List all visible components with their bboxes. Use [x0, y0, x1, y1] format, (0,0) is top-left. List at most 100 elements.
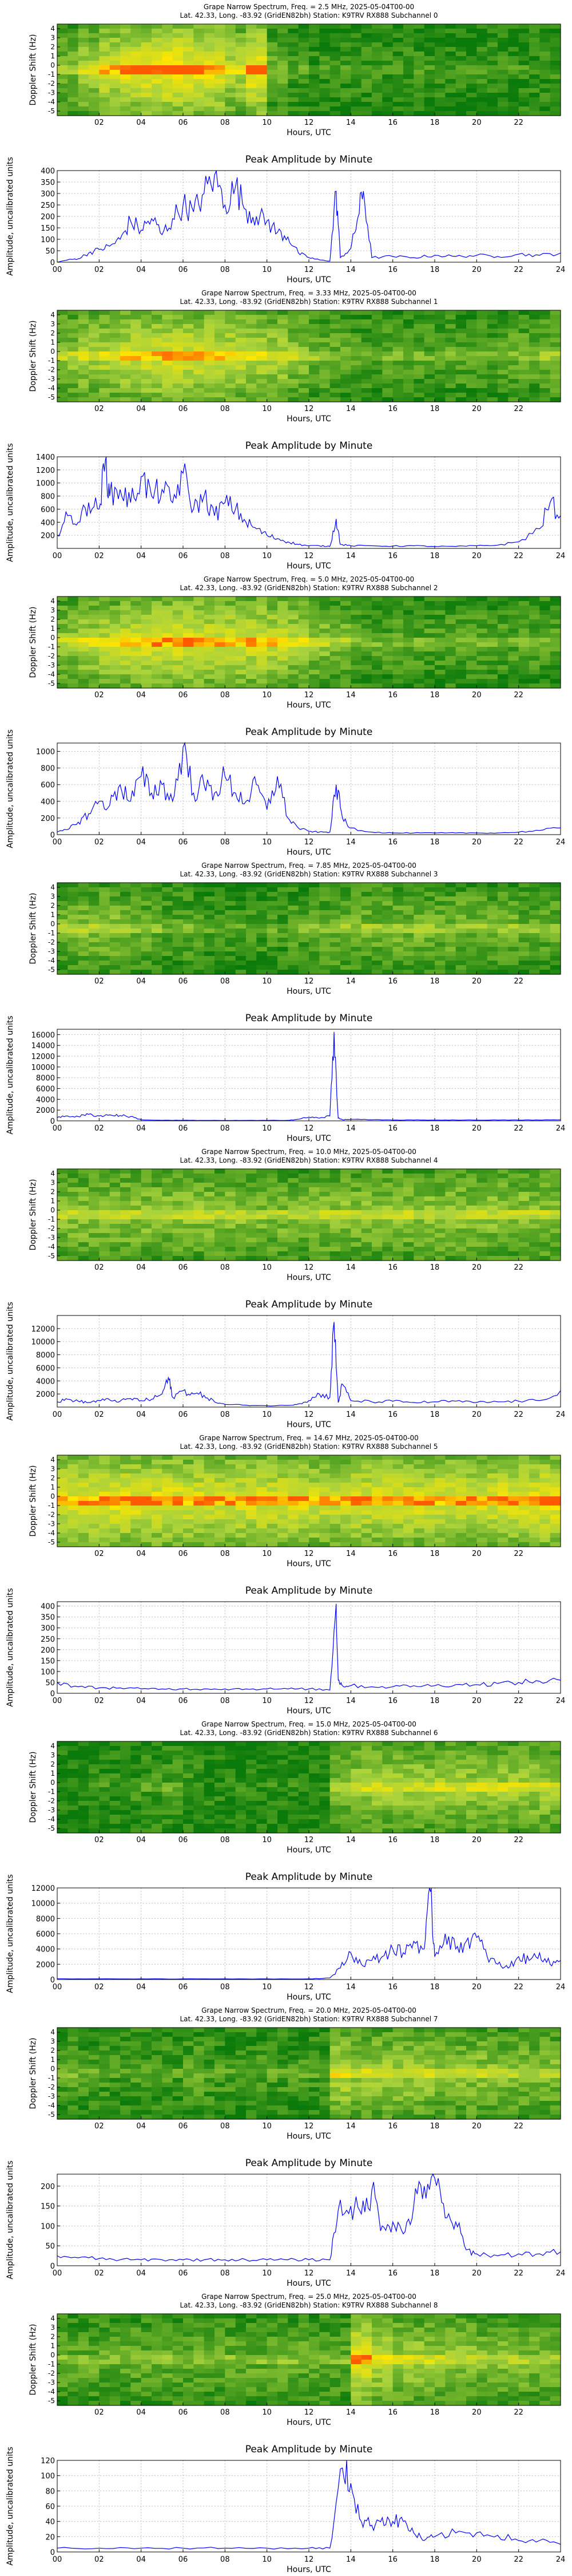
- spectrogram-cell: [225, 651, 236, 657]
- spectrogram-cell: [130, 656, 142, 661]
- spectrogram-cell: [340, 333, 351, 338]
- spectrogram-cell: [277, 93, 288, 98]
- spectrogram-cell: [498, 333, 509, 338]
- spectrogram-cell: [109, 892, 121, 897]
- spectrogram-cell: [256, 970, 268, 975]
- spectrogram-cell: [372, 1196, 383, 1202]
- spectrogram-cell: [89, 1242, 100, 1247]
- spectrogram-cell: [340, 1169, 351, 1174]
- spectrogram-cell: [329, 951, 341, 957]
- spectrogram-cell: [193, 370, 205, 375]
- spectrogram-cell: [277, 329, 288, 334]
- spectrogram-cell: [361, 65, 372, 70]
- spectrogram-cell: [109, 638, 121, 643]
- spectrogram-cell: [183, 624, 194, 629]
- spectrogram-cell: [518, 111, 530, 116]
- spectrogram-cell: [392, 910, 404, 915]
- spectrogram-cell: [298, 1224, 309, 1229]
- spectrogram-cell: [392, 1224, 404, 1229]
- spectrogram-cell: [225, 1251, 236, 1257]
- spectrogram-cell: [392, 961, 404, 966]
- spectrogram-cell: [319, 342, 331, 347]
- spectrogram-cell: [539, 670, 551, 675]
- spectrogram-cell: [109, 601, 121, 606]
- spectrogram-cell: [529, 606, 540, 611]
- spectrogram-cell: [372, 1256, 383, 1261]
- spectrogram-cell: [193, 1206, 205, 1211]
- spectrogram-cell: [225, 374, 236, 380]
- spectrogram-cell: [193, 374, 205, 380]
- spectrogram-cell: [246, 1196, 257, 1202]
- spectrogram-cell: [67, 97, 79, 102]
- spectrogram-cell: [445, 619, 456, 625]
- spectrogram-cell: [550, 642, 561, 647]
- y-tick-label: 3: [50, 892, 55, 900]
- spectrogram-cell: [518, 84, 530, 89]
- spectrogram-cell: [361, 1210, 372, 1215]
- spectrogram-cell: [120, 1256, 131, 1261]
- spectrogram-cell: [476, 947, 488, 952]
- spectrogram-cell: [225, 883, 236, 888]
- spectrogram-cell: [476, 370, 488, 375]
- spectrogram-cell: [162, 970, 173, 975]
- spectrogram-cell: [298, 42, 309, 48]
- spectrogram-cell: [498, 970, 509, 975]
- spectrogram-cell: [392, 638, 404, 643]
- spectrogram-cell: [319, 356, 331, 361]
- spectrogram-cell: [152, 647, 162, 652]
- spectrogram-cell: [204, 315, 215, 320]
- spectrogram-cell: [256, 906, 268, 911]
- spectrogram-cell: [256, 956, 268, 961]
- spectrogram-cell: [172, 70, 184, 75]
- spectrogram-cell: [319, 52, 331, 57]
- spectrogram-cell: [162, 384, 173, 389]
- spectrogram-cell: [235, 1196, 247, 1202]
- spectrogram-cell: [267, 324, 278, 329]
- spectrogram-cell: [172, 65, 184, 70]
- spectrogram-cell: [109, 956, 121, 961]
- spectrogram-cell: [466, 333, 477, 338]
- spectrogram-cell: [172, 38, 184, 43]
- spectrogram-cell: [518, 74, 530, 80]
- spectrogram-cell: [152, 70, 162, 75]
- spectrogram-subtitle: Lat. 42.33, Long. -83.92 (GridEN82bh) St…: [180, 298, 438, 306]
- spectrogram-cell: [288, 683, 299, 689]
- spectrogram-cell: [298, 947, 309, 952]
- spectrogram-cell: [162, 883, 173, 888]
- spectrogram-cell: [340, 29, 351, 34]
- spectrogram-cell: [277, 88, 288, 93]
- spectrogram-cell: [466, 361, 477, 366]
- spectrogram-cell: [361, 892, 372, 897]
- spectrogram-cell: [99, 310, 110, 315]
- spectrogram-cell: [445, 601, 456, 606]
- spectrogram-cell: [141, 661, 152, 666]
- spectrogram-cell: [267, 1233, 278, 1238]
- spectrogram-cell: [309, 970, 320, 975]
- spectrogram-cell: [277, 1256, 288, 1261]
- spectrogram-cell: [329, 606, 341, 611]
- spectrogram-cell: [67, 629, 79, 634]
- spectrogram-cell: [372, 56, 383, 61]
- spectrogram-cell: [214, 1238, 225, 1243]
- spectrogram-cell: [214, 84, 225, 89]
- spectrogram-cell: [403, 665, 414, 670]
- spectrogram-cell: [319, 47, 331, 52]
- spectrogram-cell: [424, 642, 435, 647]
- spectrogram-cell: [162, 938, 173, 943]
- spectrogram-cell: [67, 106, 79, 112]
- spectrogram-cell: [392, 1242, 404, 1247]
- spectrogram-cell: [539, 79, 551, 84]
- spectrogram-cell: [256, 111, 268, 116]
- spectrogram-cell: [246, 1251, 257, 1257]
- spectrogram-cell: [424, 393, 435, 398]
- spectrogram-cell: [78, 901, 89, 906]
- spectrogram-cell: [256, 910, 268, 915]
- spectrogram-cell: [403, 619, 414, 625]
- spectrogram-cell: [141, 52, 152, 57]
- spectrogram-cell: [267, 1242, 278, 1247]
- spectrogram-cell: [392, 601, 404, 606]
- spectrogram-cell: [329, 361, 341, 366]
- spectrogram-cell: [214, 651, 225, 657]
- x-tick-label: 02: [94, 266, 104, 274]
- spectrogram-cell: [487, 610, 498, 615]
